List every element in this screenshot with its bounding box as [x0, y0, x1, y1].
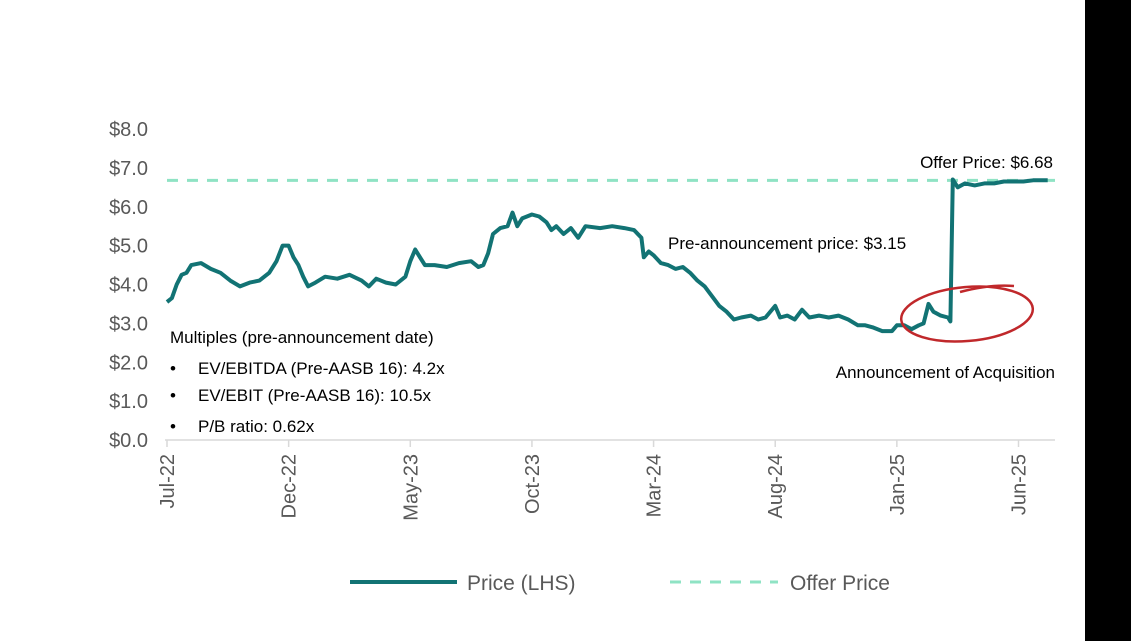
x-tick-label: Jan-25 [887, 454, 909, 515]
y-tick-label: $7.0 [109, 158, 148, 180]
multiples-item-ev-ebitda: EV/EBITDA (Pre-AASB 16): 4.2x [198, 359, 445, 378]
y-tick-label: $4.0 [109, 275, 148, 297]
multiples-item-pb-ratio: P/B ratio: 0.62x [198, 417, 315, 436]
multiples-title: Multiples (pre-announcement date) [170, 328, 434, 347]
offer-price-annotation: Offer Price: $6.68 [920, 153, 1053, 172]
x-tick-label: Oct-23 [522, 454, 544, 514]
x-axis-ticks: Jul-22 Dec-22 May-23 Oct-23 Mar-24 Aug-24 Jan-… [157, 440, 1031, 521]
multiples-bullet: • [170, 386, 176, 405]
multiples-bullet: • [170, 359, 176, 378]
y-tick-label: $6.0 [109, 197, 148, 219]
announcement-highlight-tail [959, 284, 1015, 294]
legend: Price (LHS) Offer Price [350, 572, 890, 595]
multiples-bullet: • [170, 417, 176, 436]
legend-price-label: Price (LHS) [467, 572, 576, 595]
y-tick-label: $3.0 [109, 313, 148, 335]
y-axis-ticks: $0.0 $1.0 $2.0 $3.0 $4.0 $5.0 $6.0 $7.0 $8.0 [109, 119, 148, 452]
y-tick-label: $8.0 [109, 119, 148, 141]
y-tick-label: $5.0 [109, 236, 148, 258]
multiples-item-ev-ebit: EV/EBIT (Pre-AASB 16): 10.5x [198, 386, 432, 405]
announcement-annotation: Announcement of Acquisition [836, 363, 1055, 382]
legend-offer-label: Offer Price [790, 572, 890, 595]
x-tick-label: Jun-25 [1009, 454, 1031, 515]
x-tick-label: Mar-24 [644, 454, 666, 517]
price-series-line [165, 177, 1048, 334]
announcement-highlight-circle [899, 285, 1035, 343]
x-tick-label: Aug-24 [765, 454, 787, 519]
x-tick-label: Jul-22 [157, 454, 179, 508]
y-tick-label: $2.0 [109, 352, 148, 374]
pre-announcement-annotation: Pre-announcement price: $3.15 [668, 234, 906, 253]
x-tick-label: May-23 [400, 454, 422, 521]
right-edge-black-bar [1085, 0, 1131, 641]
y-tick-label: $1.0 [109, 391, 148, 413]
y-tick-label: $0.0 [109, 430, 148, 452]
x-tick-label: Dec-22 [279, 454, 301, 518]
